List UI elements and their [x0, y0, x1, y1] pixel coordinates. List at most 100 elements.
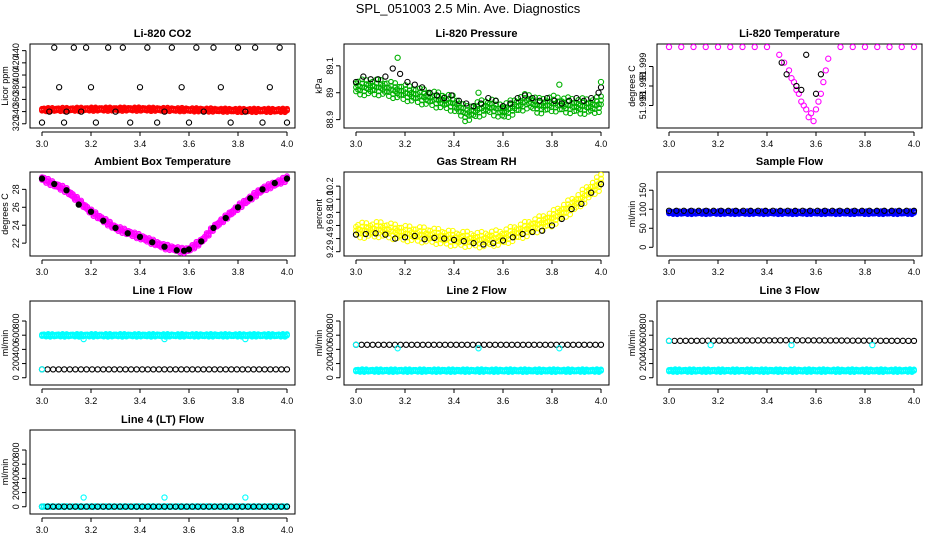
data-point — [665, 43, 673, 51]
data-point — [827, 337, 834, 344]
y-tick-label: 200 — [638, 356, 648, 371]
data-point — [803, 51, 810, 58]
data-point — [817, 71, 825, 78]
series-cyan — [353, 366, 604, 376]
data-point — [777, 337, 784, 344]
data-point — [781, 59, 788, 66]
data-point — [233, 366, 241, 373]
data-point — [805, 337, 812, 344]
data-point — [881, 207, 888, 214]
data-point — [771, 337, 778, 344]
data-point — [462, 244, 469, 250]
data-point — [598, 171, 604, 178]
x-tick-label: 3.0 — [663, 396, 676, 406]
data-point — [597, 341, 605, 348]
data-point — [836, 207, 843, 214]
data-point — [183, 366, 190, 373]
x-tick-label: 3.2 — [85, 396, 98, 406]
data-point — [507, 97, 514, 104]
data-point — [778, 59, 785, 66]
data-point — [503, 341, 510, 348]
x-tick-label: 3.6 — [183, 139, 196, 149]
data-point — [492, 97, 499, 104]
data-point — [470, 103, 477, 110]
data-point — [777, 207, 784, 214]
data-point — [896, 207, 903, 214]
series-red — [39, 104, 290, 116]
data-point — [597, 181, 605, 188]
data-point — [460, 238, 467, 245]
y-tick-label: 0 — [11, 504, 21, 509]
data-point — [149, 239, 156, 246]
series-green — [353, 76, 604, 125]
data-point — [266, 84, 273, 91]
data-point — [788, 341, 795, 349]
data-point — [466, 117, 473, 123]
plot-frame — [656, 300, 923, 386]
y-tick-label: 22 — [11, 238, 21, 248]
data-point — [433, 104, 440, 111]
data-point — [445, 91, 452, 98]
data-point — [751, 43, 758, 51]
y-tick-label: 26 — [11, 202, 21, 212]
data-point — [450, 236, 458, 244]
y-tick-label: 9.6 — [325, 219, 335, 232]
y-tick-label: 200 — [11, 356, 21, 371]
data-point — [127, 366, 135, 373]
data-point — [372, 230, 379, 237]
data-point — [267, 366, 274, 373]
data-point — [56, 84, 63, 91]
data-point — [222, 214, 229, 222]
data-point — [161, 366, 168, 373]
data-point — [414, 341, 421, 348]
data-point — [548, 108, 555, 115]
data-point — [172, 366, 179, 373]
data-point — [563, 109, 569, 116]
data-point — [161, 335, 168, 343]
data-point — [558, 100, 565, 107]
y-tick-label: 51.998 — [638, 92, 648, 120]
data-point — [373, 218, 380, 225]
data-point — [592, 341, 599, 348]
data-point — [112, 108, 119, 115]
data-point — [578, 200, 585, 207]
y-tick-label: 100 — [638, 202, 648, 217]
data-point — [886, 43, 893, 51]
y-tick-label: 400 — [11, 68, 21, 83]
chart-panel-9: Line 3 Flow 3.0 3.2 3.4 3.6 3.8 4.0 0 2004006008… — [627, 285, 923, 406]
x-tick-label: 3.0 — [350, 139, 363, 149]
data-point — [715, 337, 723, 344]
y-tick-label: 600 — [11, 328, 21, 343]
data-point — [100, 366, 107, 373]
data-point — [122, 366, 129, 373]
y-axis-label: degrees C — [627, 65, 637, 107]
data-point — [139, 366, 146, 373]
data-point — [849, 337, 856, 344]
data-point — [441, 341, 449, 348]
data-point — [111, 366, 118, 373]
x-tick-label: 3.8 — [546, 267, 559, 277]
data-point — [910, 43, 918, 51]
data-point — [475, 89, 482, 96]
y-axis-label: ml/min — [0, 330, 10, 357]
data-point — [577, 110, 584, 117]
data-point — [234, 44, 242, 51]
data-point — [404, 78, 411, 86]
data-point — [665, 207, 673, 214]
data-point — [284, 105, 290, 112]
x-tick-label: 3.8 — [232, 396, 245, 406]
y-tick-label: 9.4 — [325, 232, 335, 245]
data-point — [392, 221, 399, 228]
data-point — [449, 227, 456, 234]
x-tick-label: 3.0 — [350, 267, 363, 277]
data-point — [242, 108, 249, 115]
data-point — [832, 337, 840, 344]
data-point — [402, 222, 409, 229]
series-cyan-high — [38, 494, 249, 510]
data-point — [357, 91, 364, 98]
x-tick-label: 3.2 — [712, 267, 725, 277]
data-point — [38, 503, 46, 510]
data-point — [408, 341, 415, 348]
plot-frame — [29, 43, 296, 129]
plot-frame — [343, 43, 610, 129]
